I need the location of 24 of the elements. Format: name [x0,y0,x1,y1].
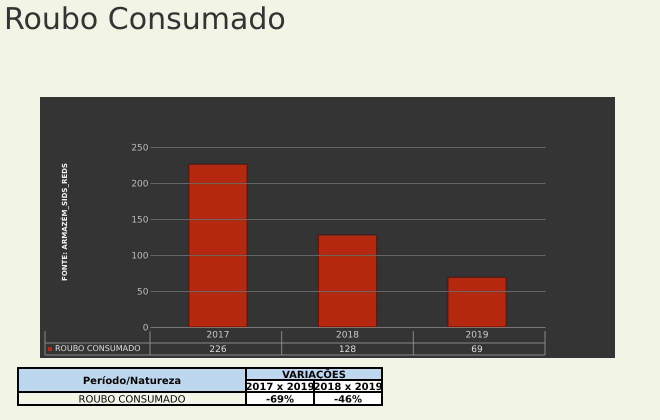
y-tick-label: 50 [137,288,149,298]
y-tick-label: 100 [131,252,149,262]
text: VARIAÇÕES [282,368,346,381]
data-label: 128 [338,345,356,355]
bar [318,234,378,328]
bar [447,276,507,328]
x-tick-label: 2019 [466,330,489,340]
y-tick-label: 150 [131,216,149,226]
text: 2017 x 2019 [245,382,315,393]
data-label: 226 [209,345,227,355]
text: 2018 x 2019 [313,382,383,393]
bar [188,164,248,328]
y-tick-label: 200 [131,180,149,190]
x-tick-label: 2018 [336,330,360,340]
y-tick-label: 0 [142,324,149,334]
text: Período/Natureza [82,376,182,387]
text: -69% [266,394,294,406]
chart-title: Roubo Consumado [4,2,286,37]
y-tick-label: 250 [131,144,149,154]
text: ROUBO CONSUMADO [78,394,186,406]
x-tick-label: 2017 [206,330,230,340]
data-label: 69 [471,345,484,355]
text: -46% [334,394,362,406]
legend-label: ROUBO CONSUMADO [55,344,141,353]
